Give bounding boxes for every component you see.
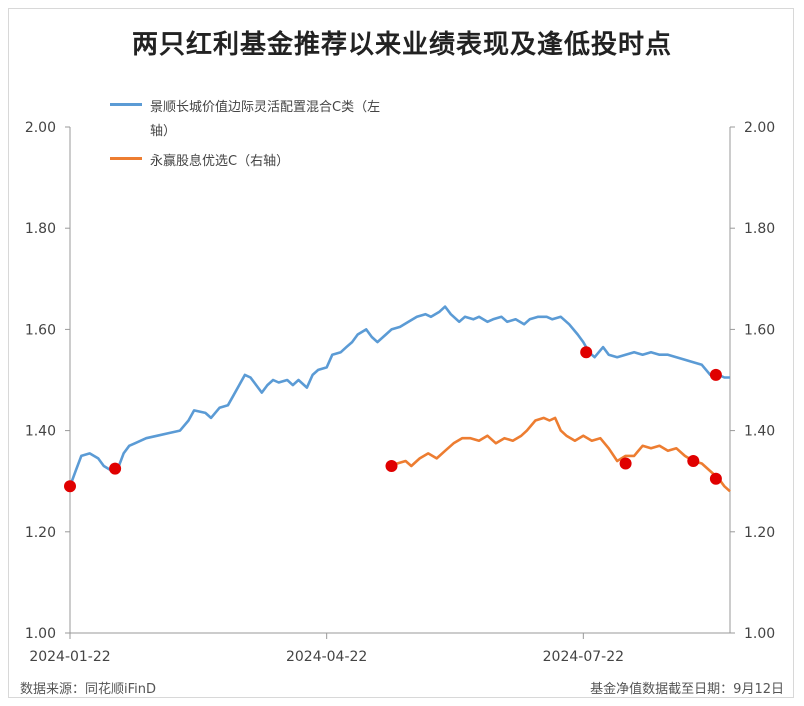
x-tick-label: 2024-04-22 bbox=[286, 649, 367, 665]
series-line-right bbox=[390, 416, 731, 493]
y-tick-label-left: 1.80 bbox=[25, 221, 56, 237]
legend-label-left-line1: 景顺长城价值边际灵活配置混合C类（左 bbox=[150, 100, 381, 115]
y-tick-label-right: 1.40 bbox=[744, 424, 775, 440]
legend-swatch-orange bbox=[110, 157, 142, 160]
y-tick-label-right: 1.00 bbox=[744, 626, 775, 642]
series-line-left bbox=[68, 305, 730, 487]
buy-point-marker bbox=[64, 480, 76, 493]
source-note: 数据来源：同花顺iFinD bbox=[20, 682, 157, 697]
y-tick-label-right: 2.00 bbox=[744, 120, 775, 136]
legend-label-right: 永赢股息优选C（右轴） bbox=[150, 154, 290, 169]
legend-swatch-blue bbox=[110, 103, 142, 106]
chart-frame bbox=[8, 8, 794, 698]
buy-point-marker bbox=[109, 462, 122, 475]
y-tick-label-right: 1.80 bbox=[744, 221, 775, 237]
buy-point-marker bbox=[619, 457, 632, 470]
y-tick-label-right: 1.60 bbox=[744, 322, 775, 338]
x-tick-label: 2024-01-22 bbox=[29, 649, 110, 665]
buy-point-marker bbox=[385, 460, 398, 472]
buy-point-marker bbox=[709, 472, 722, 485]
buy-point-marker bbox=[687, 455, 700, 467]
buy-point-marker bbox=[709, 368, 722, 381]
buy-point-marker bbox=[580, 346, 593, 359]
y-tick-label-left: 1.00 bbox=[25, 626, 56, 642]
buy-point-markers bbox=[64, 346, 722, 493]
y-tick-label-left: 1.60 bbox=[25, 322, 56, 338]
y-tick-label-left: 1.20 bbox=[25, 525, 56, 541]
y-tick-label-left: 2.00 bbox=[25, 120, 56, 136]
y-tick-label-right: 1.20 bbox=[744, 525, 775, 541]
chart-title: 两只红利基金推荐以来业绩表现及逢低投时点 bbox=[131, 30, 672, 60]
legend-label-left-line2: 轴） bbox=[150, 124, 177, 139]
y-tick-label-left: 1.40 bbox=[25, 424, 56, 440]
cutoff-note: 基金净值数据截至日期：9月12日 bbox=[590, 682, 784, 697]
x-tick-label: 2024-07-22 bbox=[543, 649, 624, 665]
series-lines bbox=[68, 305, 731, 493]
axes: 1.00 1.20 1.40 1.60 1.80 2.00 1.00 1.20 1.40 1.60… bbox=[25, 120, 775, 665]
